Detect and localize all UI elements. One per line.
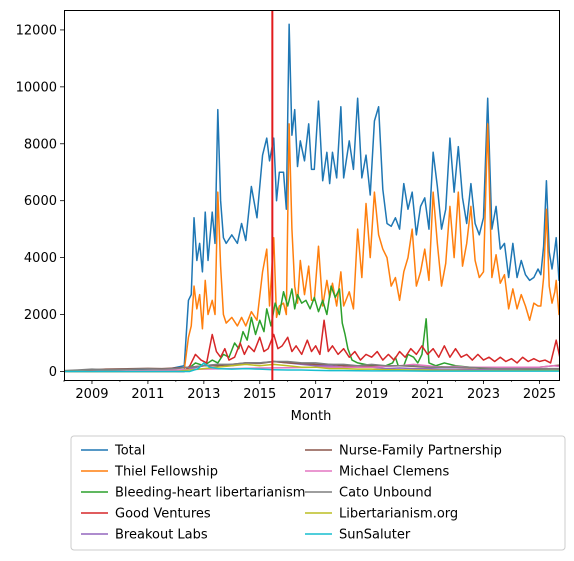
plot-frame	[64, 10, 560, 381]
plot-lines	[64, 10, 559, 380]
y-tick-label: 4000	[24, 251, 57, 266]
y-tick-label: 12000	[16, 23, 57, 38]
legend-label: Thiel Fellowship	[114, 465, 218, 480]
y-tick-label: 8000	[24, 137, 57, 152]
legend-label: Nurse-Family Partnership	[339, 444, 502, 459]
series-line-2	[64, 285, 559, 373]
x-axis: 2009 2011 2013 2015 2017 2019 2021 2023 2025	[63, 380, 556, 402]
y-tick-label: 6000	[24, 194, 57, 209]
x-tick-label: 2023	[467, 387, 500, 402]
x-tick-label: 2015	[243, 387, 276, 402]
x-tick-label: 2011	[131, 387, 164, 402]
legend-box	[70, 435, 566, 551]
legend-label: Total	[114, 444, 145, 459]
series-line-1	[64, 123, 559, 373]
legend-label: Bleeding-heart libertarianism	[115, 486, 305, 501]
x-tick-label: 2017	[299, 387, 332, 402]
y-axis: 0 2000 4000 6000 8000 10000 12000	[16, 23, 64, 380]
legend-label: Cato Unbound	[339, 486, 432, 501]
legend-label: Breakout Labs	[115, 528, 208, 543]
y-tick-label: 0	[49, 365, 57, 380]
x-tick-label: 2025	[523, 387, 556, 402]
x-axis-label: Month	[291, 409, 332, 424]
x-tick-label: 2021	[411, 387, 444, 402]
x-tick-label: 2019	[355, 387, 388, 402]
y-tick-label: 10000	[16, 80, 57, 95]
y-tick-label: 2000	[24, 308, 57, 323]
series-line-0	[64, 23, 559, 372]
legend-label: Michael Clemens	[339, 465, 450, 480]
series-line-9	[64, 362, 559, 373]
x-tick-label: 2013	[187, 387, 220, 402]
legend: Total Thiel Fellowship Bleeding-heart libe…	[70, 435, 566, 551]
legend-label: Libertarianism.org	[339, 507, 458, 522]
series-line-7	[64, 360, 559, 372]
legend-label: SunSaluter	[339, 528, 411, 543]
legend-label: Good Ventures	[115, 507, 211, 522]
x-tick-label: 2009	[75, 387, 108, 402]
series-line-3	[64, 319, 559, 373]
